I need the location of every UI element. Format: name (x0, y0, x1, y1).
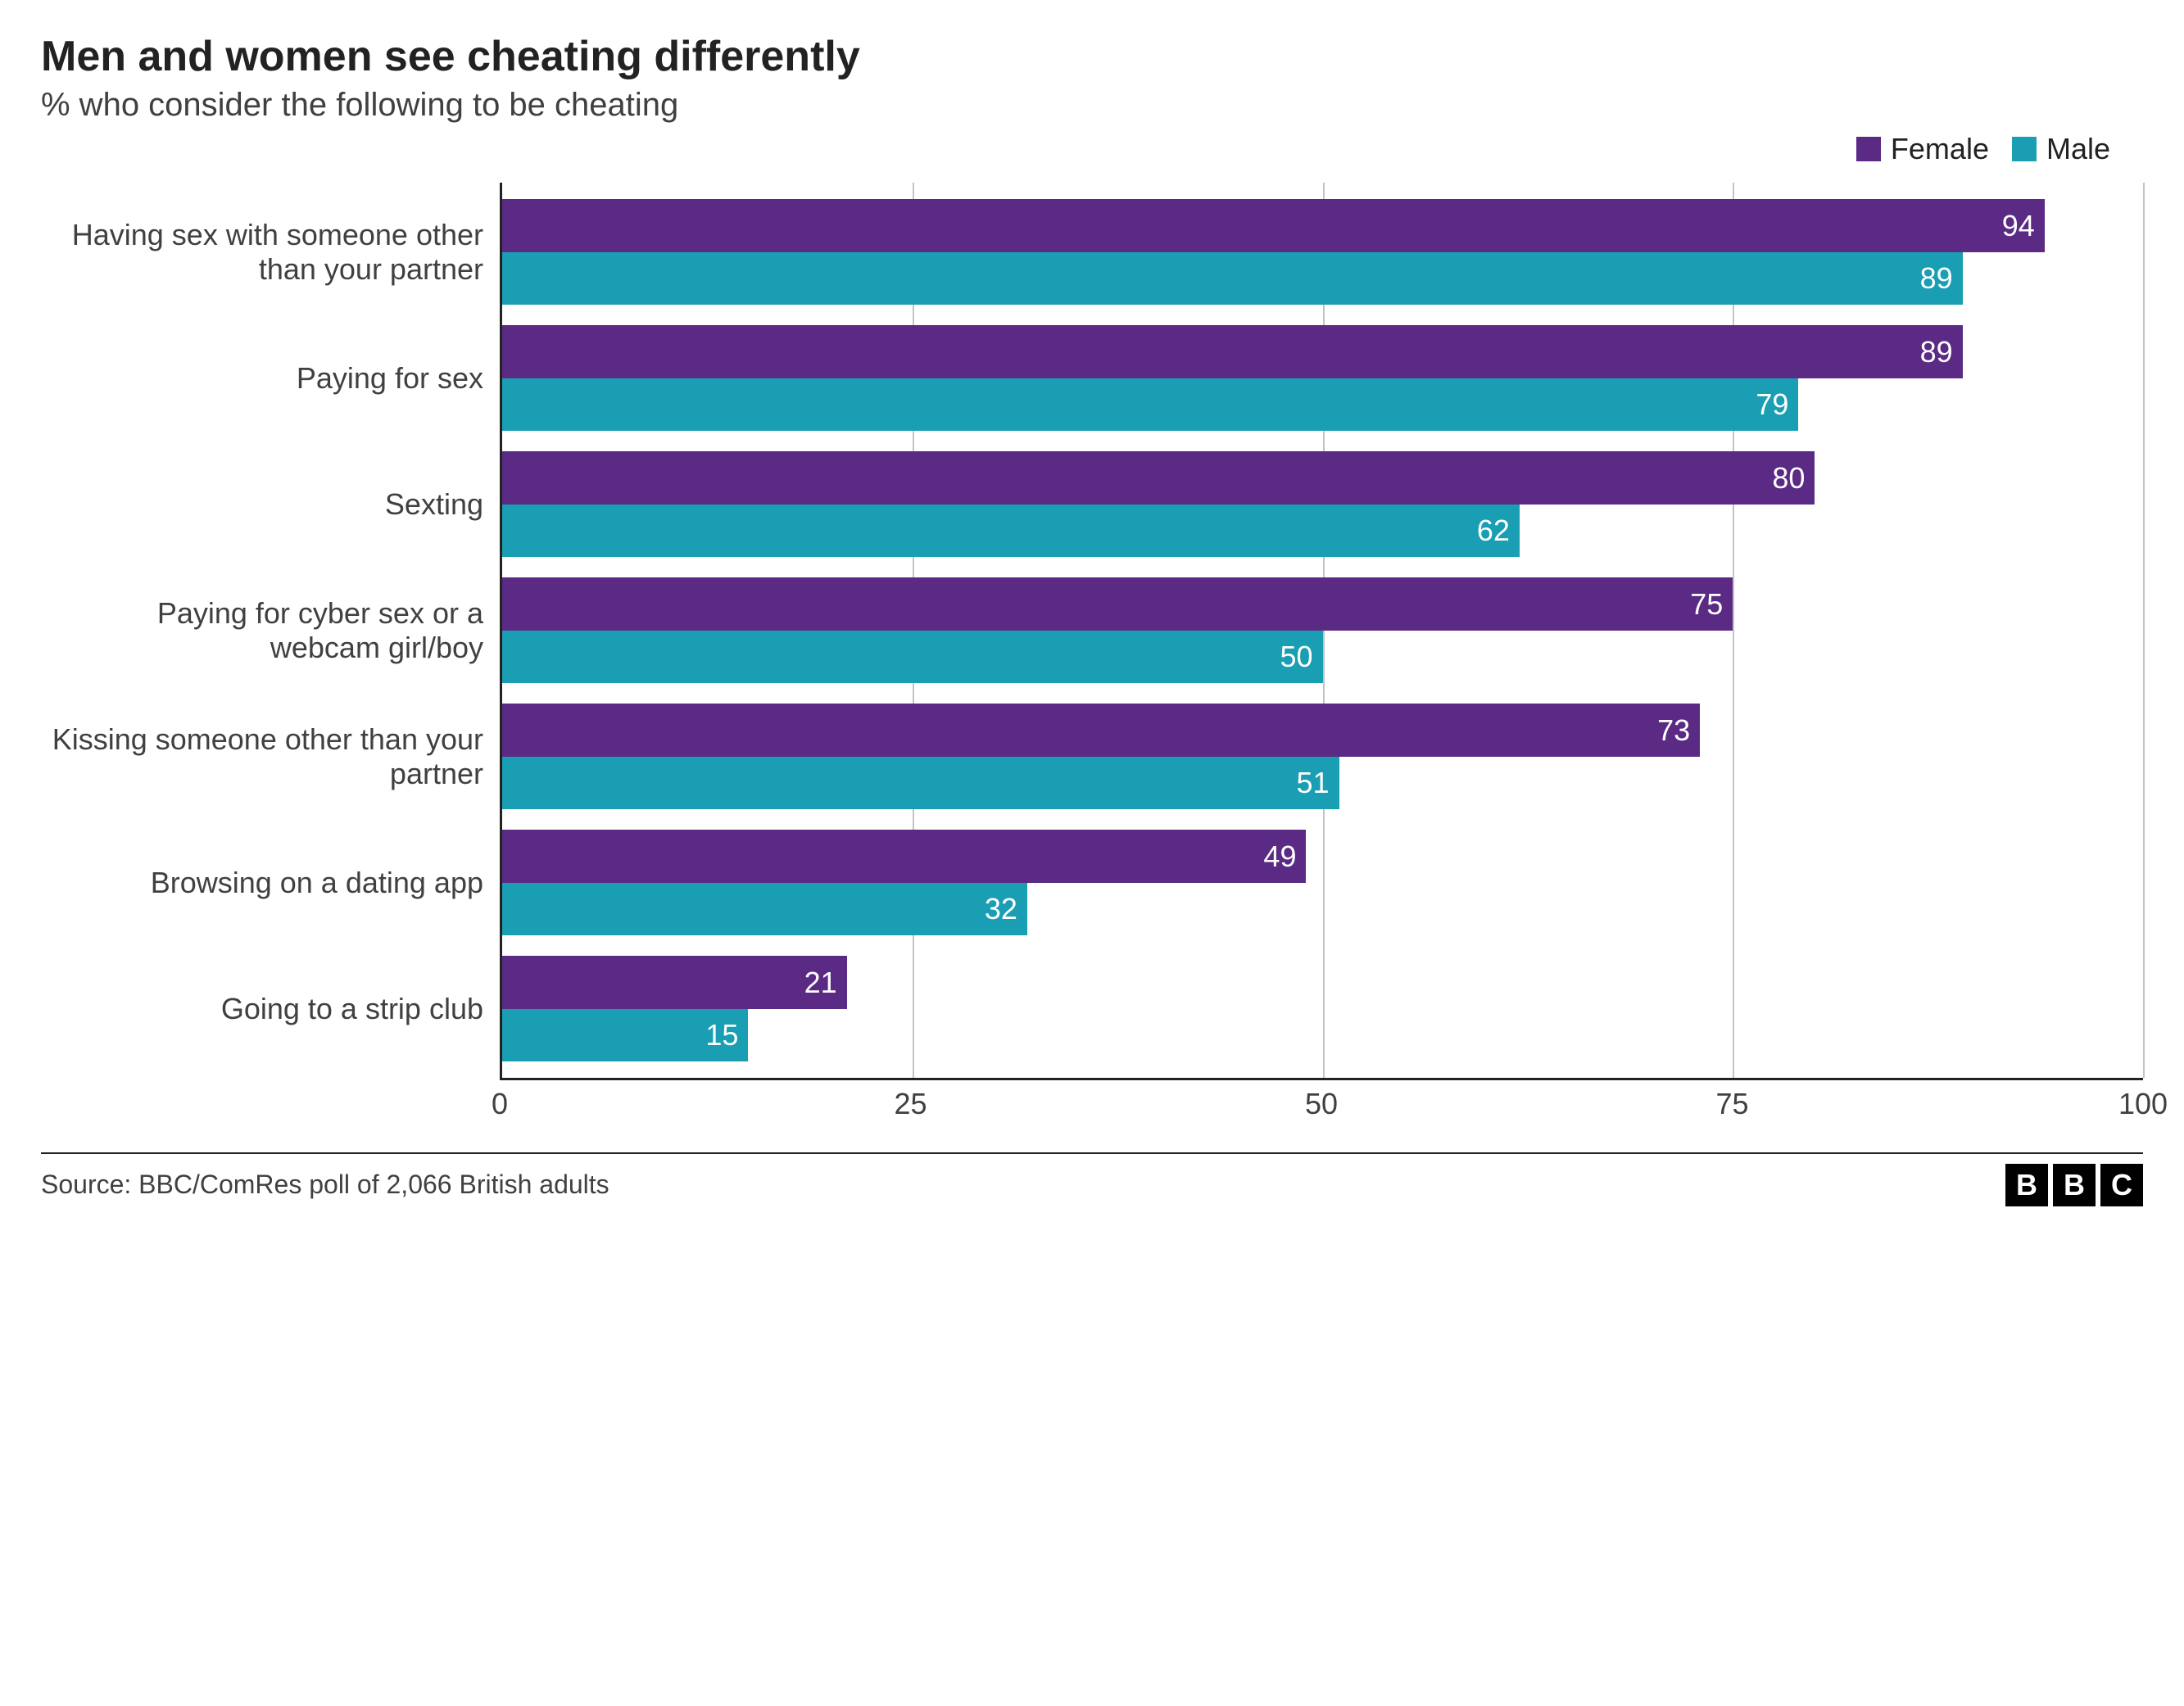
bar-value-label: 73 (1657, 713, 1690, 748)
bar-value-label: 50 (1280, 640, 1312, 674)
bar: 51 (502, 757, 1339, 809)
category-label: Paying for cyber sex or a webcam girl/bo… (41, 576, 500, 686)
bar-group: 89 79 (502, 324, 2143, 433)
category-label: Going to a strip club (41, 954, 500, 1064)
chart-footer: Source: BBC/ComRes poll of 2,066 British… (41, 1152, 2143, 1206)
legend-label: Male (2046, 132, 2110, 166)
bar-value-label: 15 (705, 1018, 738, 1052)
bar: 32 (502, 883, 1027, 935)
bar: 79 (502, 378, 1798, 431)
chart-title: Men and women see cheating differently (41, 33, 2143, 82)
bar-value-label: 94 (2002, 209, 2035, 243)
bar-group: 49 32 (502, 828, 2143, 938)
bar: 73 (502, 704, 1700, 756)
gridline (2143, 183, 2145, 1078)
bar-group: 94 89 (502, 197, 2143, 307)
legend-label: Female (1891, 132, 1989, 166)
bar: 15 (502, 1009, 748, 1061)
y-axis-labels: Having sex with someone other than your … (41, 183, 500, 1129)
legend-swatch (2012, 137, 2037, 161)
bar-value-label: 21 (804, 966, 837, 1000)
source-text: Source: BBC/ComRes poll of 2,066 British… (41, 1170, 609, 1200)
bar-group: 80 62 (502, 450, 2143, 559)
x-tick-label: 50 (1305, 1087, 1338, 1121)
bar: 21 (502, 956, 847, 1008)
bar-value-label: 75 (1690, 587, 1723, 622)
bar-value-label: 89 (1920, 261, 1953, 296)
bar: 89 (502, 252, 1963, 305)
category-label: Sexting (41, 450, 500, 559)
legend-item: Female (1856, 132, 1989, 166)
bar: 50 (502, 631, 1323, 683)
chart-container: Men and women see cheating differently %… (0, 0, 2184, 1223)
bar-value-label: 49 (1263, 839, 1296, 874)
legend-swatch (1856, 137, 1881, 161)
bar-value-label: 79 (1756, 387, 1788, 422)
bar: 94 (502, 199, 2045, 251)
bars-area: 94 89 89 79 80 62 75 50 73 51 49 32 21 15 (500, 183, 2143, 1080)
category-label: Paying for sex (41, 324, 500, 433)
legend-item: Male (2012, 132, 2110, 166)
bar-value-label: 62 (1477, 514, 1510, 548)
bar: 80 (502, 451, 1815, 504)
bbc-logo: BBC (2005, 1164, 2143, 1206)
bar-value-label: 80 (1772, 461, 1805, 496)
bar-value-label: 89 (1920, 335, 1953, 369)
bar: 89 (502, 325, 1963, 378)
x-axis: 0255075100 (500, 1080, 2143, 1129)
bar: 75 (502, 577, 1733, 630)
bar-group: 73 51 (502, 702, 2143, 812)
category-label: Kissing someone other than your partner (41, 702, 500, 812)
bar: 49 (502, 830, 1306, 882)
bbc-logo-block: B (2005, 1164, 2048, 1206)
plot-area: Having sex with someone other than your … (41, 183, 2143, 1129)
x-tick-label: 25 (894, 1087, 927, 1121)
legend: Female Male (41, 132, 2110, 166)
bbc-logo-block: B (2053, 1164, 2096, 1206)
bar-group: 21 15 (502, 954, 2143, 1064)
chart-subtitle: % who consider the following to be cheat… (41, 87, 2143, 124)
x-tick-label: 0 (492, 1087, 508, 1121)
category-label: Having sex with someone other than your … (41, 197, 500, 307)
x-tick-label: 75 (1715, 1087, 1748, 1121)
bar-group: 75 50 (502, 576, 2143, 686)
bbc-logo-block: C (2100, 1164, 2143, 1206)
bar-value-label: 32 (985, 892, 1017, 926)
bar: 62 (502, 505, 1520, 557)
x-tick-label: 100 (2118, 1087, 2168, 1121)
category-label: Browsing on a dating app (41, 828, 500, 938)
bar-value-label: 51 (1296, 766, 1329, 800)
